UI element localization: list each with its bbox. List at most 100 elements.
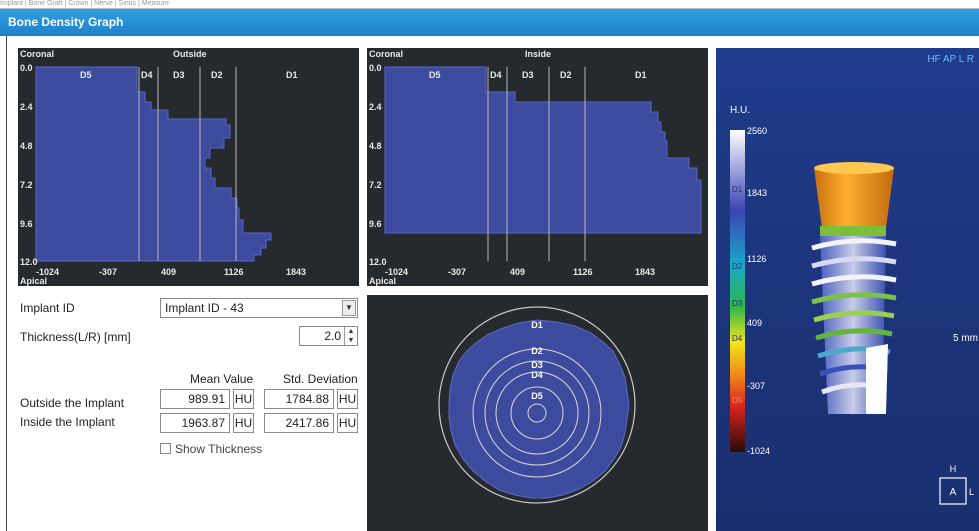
orientation-cube[interactable]: H A L — [939, 464, 974, 505]
y-tick: 4.8 — [20, 141, 33, 151]
top-menu-strip: Implant | Bone Graft | Crown | Nerve | S… — [0, 0, 979, 9]
stepper-down-icon[interactable]: ▼ — [347, 337, 355, 344]
coronal-label: Coronal — [20, 49, 54, 59]
zone-ring-d4-inner — [510, 386, 564, 440]
scale-value: 1126 — [747, 254, 766, 264]
zone-label-d2: D2 — [211, 70, 223, 80]
y-tick: 12.0 — [369, 257, 387, 267]
cube-face-label: A — [950, 487, 957, 498]
y-tick: 7.2 — [369, 180, 382, 190]
cube-top-label: H — [950, 464, 957, 474]
y-tick: 2.4 — [369, 102, 382, 112]
inside-mean-field: 1963.87 — [160, 413, 230, 433]
outside-density-area — [35, 66, 272, 262]
zone-ring-d4 — [495, 371, 579, 455]
x-tick: -307 — [448, 267, 466, 277]
scale-zone-d4: D4 — [732, 334, 743, 343]
window-title: Bone Density Graph — [0, 9, 979, 36]
apical-label: Apical — [20, 276, 47, 286]
stepper-up-icon[interactable]: ▲ — [347, 328, 355, 335]
zone-ring-d2 — [472, 348, 602, 478]
cross-label-d5: D5 — [531, 391, 543, 401]
zone-label-d1: D1 — [286, 70, 298, 80]
y-tick: 7.2 — [20, 180, 33, 190]
zone-label-d1: D1 — [635, 70, 647, 80]
y-tick: 2.4 — [20, 102, 33, 112]
outside-std-field: 1784.88 — [264, 389, 334, 409]
orientation-label: HF AP L R — [927, 54, 974, 65]
zone-label-d4: D4 — [141, 70, 153, 80]
x-tick: 1843 — [286, 267, 306, 277]
scale-zone-d2: D2 — [732, 262, 743, 271]
zone-label-d5: D5 — [80, 70, 92, 80]
chevron-down-icon[interactable]: ▼ — [342, 300, 356, 316]
scale-value: -307 — [747, 381, 765, 391]
x-tick: 1126 — [573, 267, 593, 277]
x-tick: 1843 — [635, 267, 655, 277]
scale-value: 2560 — [747, 126, 767, 136]
y-tick: 0.0 — [20, 63, 33, 73]
hu-label: H.U. — [730, 105, 750, 116]
implant-id-value: Implant ID - 43 — [165, 301, 244, 315]
y-tick: 4.8 — [369, 141, 382, 151]
std-deviation-header: Std. Deviation — [283, 372, 358, 386]
y-tick: 0.0 — [369, 63, 382, 73]
scale-value: 409 — [747, 318, 762, 328]
implant-id-label: Implant ID — [20, 301, 75, 315]
inside-std-field: 2417.86 — [264, 413, 334, 433]
implant-3d-viewer[interactable]: HF AP L R H.U. 2560 1843 1126 409 -307 -… — [716, 48, 979, 531]
scale-zone-d5: D5 — [732, 396, 743, 405]
graph-title: Inside — [525, 49, 551, 59]
inside-mean-unit: HU — [233, 413, 254, 433]
scale-value: 1843 — [747, 188, 767, 198]
scale-zone-d1: D1 — [732, 185, 743, 194]
x-tick: 409 — [161, 267, 176, 277]
inside-std-unit: HU — [337, 413, 358, 433]
coronal-label: Coronal — [369, 49, 403, 59]
x-tick: 409 — [510, 267, 525, 277]
thickness-label: Thickness(L/R) [mm] — [20, 330, 131, 344]
zone-ring-d5 — [527, 403, 547, 423]
hu-color-scale — [730, 130, 745, 452]
graph-title: Outside — [173, 49, 207, 59]
show-thickness-label[interactable]: Show Thickness — [175, 442, 263, 456]
show-thickness-checkbox[interactable] — [160, 443, 171, 454]
zone-ring-d3 — [484, 360, 590, 466]
outside-mean-field: 989.91 — [160, 389, 230, 409]
outside-implant-label: Outside the Implant — [20, 396, 125, 410]
inside-implant-label: Inside the Implant — [20, 415, 115, 429]
cross-label-d1: D1 — [531, 320, 543, 330]
cross-label-d3: D3 — [531, 360, 543, 370]
left-border — [6, 36, 7, 531]
implant-model — [811, 162, 897, 414]
outside-std-unit: HU — [337, 389, 358, 409]
mean-value-header: Mean Value — [190, 372, 254, 386]
scale-zone-d3: D3 — [732, 299, 743, 308]
outside-mean-unit: HU — [233, 389, 254, 409]
zone-label-d5: D5 — [429, 70, 441, 80]
inside-density-graph: Coronal Inside Apical D5 D4 D3 D2 D1 0.0… — [367, 48, 708, 286]
inside-density-area — [384, 66, 702, 234]
cube-side-label: L — [969, 487, 974, 497]
cross-section-density-area — [448, 319, 630, 499]
implant-id-select[interactable]: Implant ID - 43 ▼ — [160, 298, 358, 318]
cross-label-d2: D2 — [531, 346, 543, 356]
cross-section-view: D1 D2 D3 D4 D5 — [367, 295, 708, 531]
apical-label: Apical — [369, 276, 396, 286]
x-tick: -1024 — [36, 267, 59, 277]
outer-boundary-ring — [438, 306, 636, 504]
y-tick: 9.6 — [369, 219, 382, 229]
x-tick: -1024 — [385, 267, 408, 277]
zone-label-d3: D3 — [173, 70, 185, 80]
zone-label-d4: D4 — [490, 70, 502, 80]
zone-label-d3: D3 — [522, 70, 534, 80]
thickness-stepper[interactable]: 2.0 ▲ ▼ — [299, 326, 358, 346]
outside-density-graph: Coronal Outside Apical D5 D4 D3 D2 D1 0.… — [18, 48, 359, 286]
zone-label-d2: D2 — [560, 70, 572, 80]
measure-label: 5 mm — [953, 333, 978, 344]
y-tick: 12.0 — [20, 257, 38, 267]
stepper-arrows[interactable]: ▲ ▼ — [344, 327, 357, 345]
x-tick: -307 — [99, 267, 117, 277]
scale-value: -1024 — [747, 446, 770, 456]
thickness-value: 2.0 — [324, 329, 341, 343]
